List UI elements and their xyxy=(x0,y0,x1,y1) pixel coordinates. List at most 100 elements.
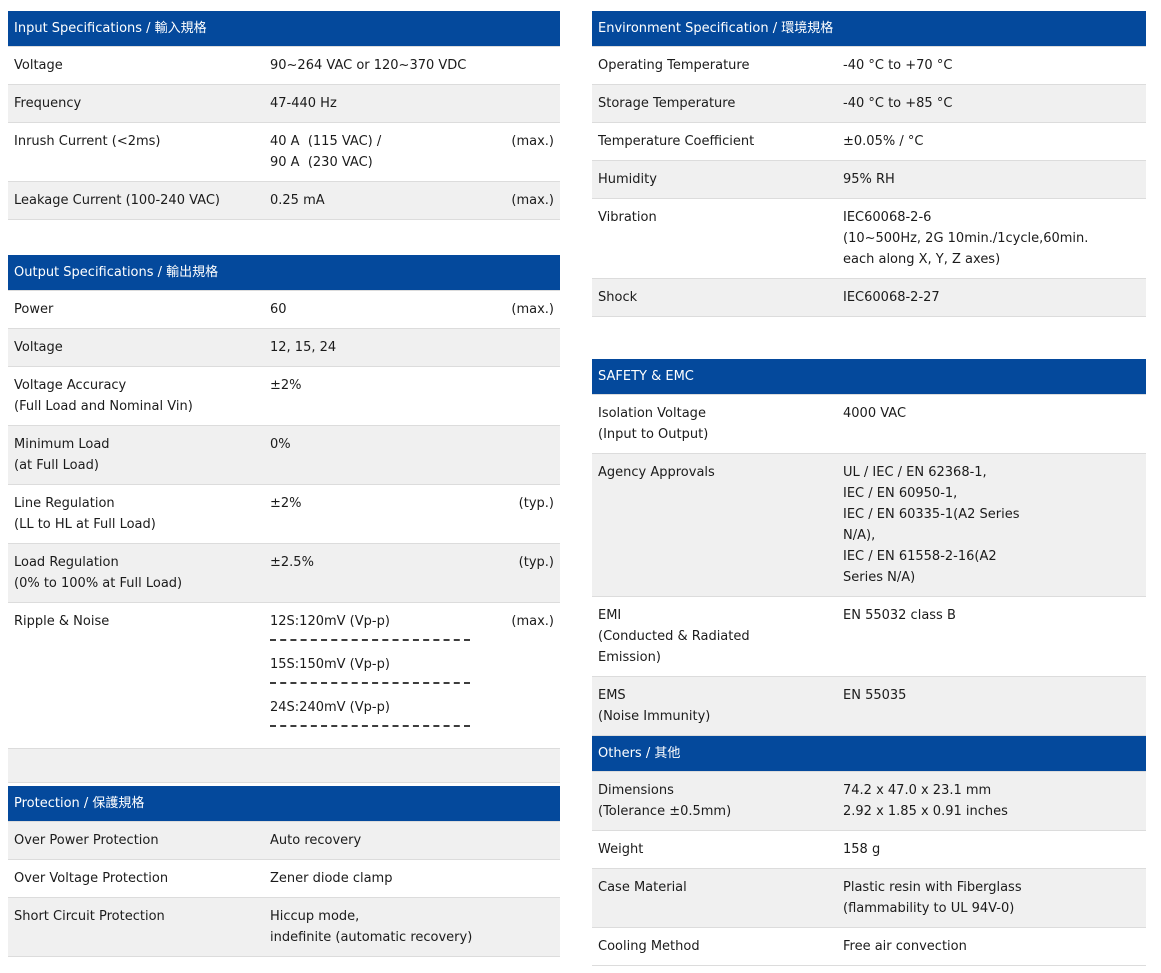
spec-label: Voltage xyxy=(8,46,264,85)
spec-row: Dimensions (Tolerance ±0.5mm) 74.2 x 47.0… xyxy=(592,771,1146,831)
section-header-row: Environment Specification / 環境規格 xyxy=(592,11,1146,47)
spec-value: 40 A (115 VAC) / 90 A (230 VAC) xyxy=(264,122,476,182)
empty-spec-row xyxy=(8,748,560,783)
spec-value: EN 55032 class B xyxy=(837,596,1146,677)
section-header: Output Specifications / 輸出規格 xyxy=(8,255,560,291)
spec-note xyxy=(476,859,560,898)
spec-label: Agency Approvals xyxy=(592,453,837,597)
section-header: Environment Specification / 環境規格 xyxy=(592,11,1146,47)
spec-label: Leakage Current (100-240 VAC) xyxy=(8,181,264,220)
spec-row: Temperature Coefficient ±0.05% / °C xyxy=(592,122,1146,161)
spec-value: 158 g xyxy=(837,830,1146,869)
spec-value: 0.25 mA xyxy=(264,181,476,220)
spec-value: UL / IEC / EN 62368-1, IEC / EN 60950-1,… xyxy=(837,453,1146,597)
input-specifications-table: Input Specifications / 輸入規格 Voltage 90~264… xyxy=(8,11,560,220)
spec-label: Case Material xyxy=(592,868,837,928)
spec-row: Vibration IEC60068-2-6 (10~500Hz, 2G 10mi… xyxy=(592,198,1146,279)
section-header-row: Others / 其他 xyxy=(592,735,1146,772)
dashed-divider xyxy=(270,639,470,641)
spec-row: Short Circuit Protection Hiccup mode, ind… xyxy=(8,897,560,957)
spec-value: 12, 15, 24 xyxy=(264,328,476,367)
spec-row: Over Voltage Protection Zener diode clamp xyxy=(8,859,560,898)
spec-row: Ripple & Noise 12S:120mV (Vp-p) 15S:150mV … xyxy=(8,602,560,749)
empty-cell xyxy=(8,748,560,783)
spec-row: Frequency 47-440 Hz xyxy=(8,84,560,123)
spec-row: Humidity 95% RH xyxy=(592,160,1146,199)
spec-row: Isolation Voltage (Input to Output) 4000 … xyxy=(592,394,1146,454)
section-header-row: Protection / 保護規格 xyxy=(8,786,560,822)
spec-row: Minimum Load (at Full Load) 0% xyxy=(8,425,560,485)
spec-row: Leakage Current (100-240 VAC) 0.25 mA (max… xyxy=(8,181,560,220)
spec-label: Over Power Protection xyxy=(8,821,264,860)
spec-value: ±2% xyxy=(264,484,476,544)
section-header: Protection / 保護規格 xyxy=(8,786,560,822)
spec-note: (max.) xyxy=(475,181,560,220)
section-header: Others / 其他 xyxy=(592,735,1146,772)
spec-note xyxy=(476,366,560,426)
spec-label: Ripple & Noise xyxy=(8,602,264,749)
spec-note: (max.) xyxy=(476,290,560,329)
spec-label: Shock xyxy=(592,278,837,317)
spec-value: 90~264 VAC or 120~370 VDC xyxy=(264,46,476,85)
spec-label: Dimensions (Tolerance ±0.5mm) xyxy=(592,771,837,831)
spec-value: -40 °C to +85 °C xyxy=(837,84,1146,123)
spec-note: (typ.) xyxy=(476,543,560,603)
spec-label: Voltage Accuracy (Full Load and Nominal … xyxy=(8,366,264,426)
spec-note: (max.) xyxy=(476,602,560,749)
left-column: Input Specifications / 輸入規格 Voltage 90~264… xyxy=(8,11,560,966)
right-column: Environment Specification / 環境規格 Operatin… xyxy=(592,11,1146,966)
spec-label: Line Regulation (LL to HL at Full Load) xyxy=(8,484,264,544)
spec-row: EMI (Conducted & Radiated Emission) EN 55… xyxy=(592,596,1146,677)
spec-value: 47-440 Hz xyxy=(264,84,476,123)
spec-label: Minimum Load (at Full Load) xyxy=(8,425,264,485)
section-header-row: SAFETY & EMC xyxy=(592,359,1146,395)
spec-row: Weight 158 g xyxy=(592,830,1146,869)
spec-row: EMS (Noise Immunity) EN 55035 xyxy=(592,676,1146,736)
spec-label: Short Circuit Protection xyxy=(8,897,264,957)
spec-label: Over Voltage Protection xyxy=(8,859,264,898)
spec-row: Inrush Current (<2ms) 40 A (115 VAC) / 90… xyxy=(8,122,560,182)
spec-label: Humidity xyxy=(592,160,837,199)
spec-note: (typ.) xyxy=(476,484,560,544)
spacer-cell xyxy=(8,782,560,786)
spec-label: Temperature Coefficient xyxy=(592,122,837,161)
spec-row: Power 60 (max.) xyxy=(8,290,560,329)
spec-value: Plastic resin with Fiberglass (flammabil… xyxy=(837,868,1146,928)
spec-value: 12S:120mV (Vp-p) 15S:150mV (Vp-p) 24S:240m… xyxy=(264,602,476,749)
spec-label: Weight xyxy=(592,830,837,869)
input-specifications-table: Input Specifications / 輸入規格 Voltage 90~264… xyxy=(8,11,560,220)
spec-value: IEC60068-2-6 (10~500Hz, 2G 10min./1cycle… xyxy=(837,198,1146,279)
spec-value: 74.2 x 47.0 x 23.1 mm 2.92 x 1.85 x 0.91… xyxy=(837,771,1146,831)
spec-label: Load Regulation (0% to 100% at Full Load… xyxy=(8,543,264,603)
spec-label: Inrush Current (<2ms) xyxy=(8,122,264,182)
safety-emc-and-others-table: SAFETY & EMC Isolation Voltage (Input to … xyxy=(592,359,1146,966)
spec-label: Voltage xyxy=(8,328,264,367)
spec-note: (max.) xyxy=(475,122,560,182)
spec-row: Line Regulation (LL to HL at Full Load) ±… xyxy=(8,484,560,544)
environment-specification-table: Environment Specification / 環境規格 Operatin… xyxy=(592,11,1146,317)
dashed-divider xyxy=(270,682,470,684)
spec-label: EMS (Noise Immunity) xyxy=(592,676,837,736)
spec-row: Shock IEC60068-2-27 xyxy=(592,278,1146,317)
spec-value: Hiccup mode, indefinite (automatic recov… xyxy=(264,897,476,957)
environment-specification-table: Environment Specification / 環境規格 Operatin… xyxy=(592,11,1146,317)
spec-note xyxy=(475,84,560,123)
dashed-divider xyxy=(270,725,470,727)
spec-label: Vibration xyxy=(592,198,837,279)
safety-emc-others-table: SAFETY & EMC Isolation Voltage (Input to … xyxy=(592,359,1146,966)
spec-value: Zener diode clamp xyxy=(264,859,476,898)
spec-row: Operating Temperature -40 °C to +70 °C xyxy=(592,46,1146,85)
spec-label: Operating Temperature xyxy=(592,46,837,85)
spec-row: Voltage Accuracy (Full Load and Nominal … xyxy=(8,366,560,426)
spec-label: Frequency xyxy=(8,84,264,123)
spec-label: EMI (Conducted & Radiated Emission) xyxy=(592,596,837,677)
spec-note xyxy=(476,328,560,367)
spec-value: 4000 VAC xyxy=(837,394,1146,454)
spec-row: Cooling Method Free air convection xyxy=(592,927,1146,966)
spec-label: Power xyxy=(8,290,264,329)
spec-label: Isolation Voltage (Input to Output) xyxy=(592,394,837,454)
spec-note xyxy=(476,897,560,957)
spec-value: 95% RH xyxy=(837,160,1146,199)
spec-note xyxy=(476,425,560,485)
section-header-row: Input Specifications / 輸入規格 xyxy=(8,11,560,47)
